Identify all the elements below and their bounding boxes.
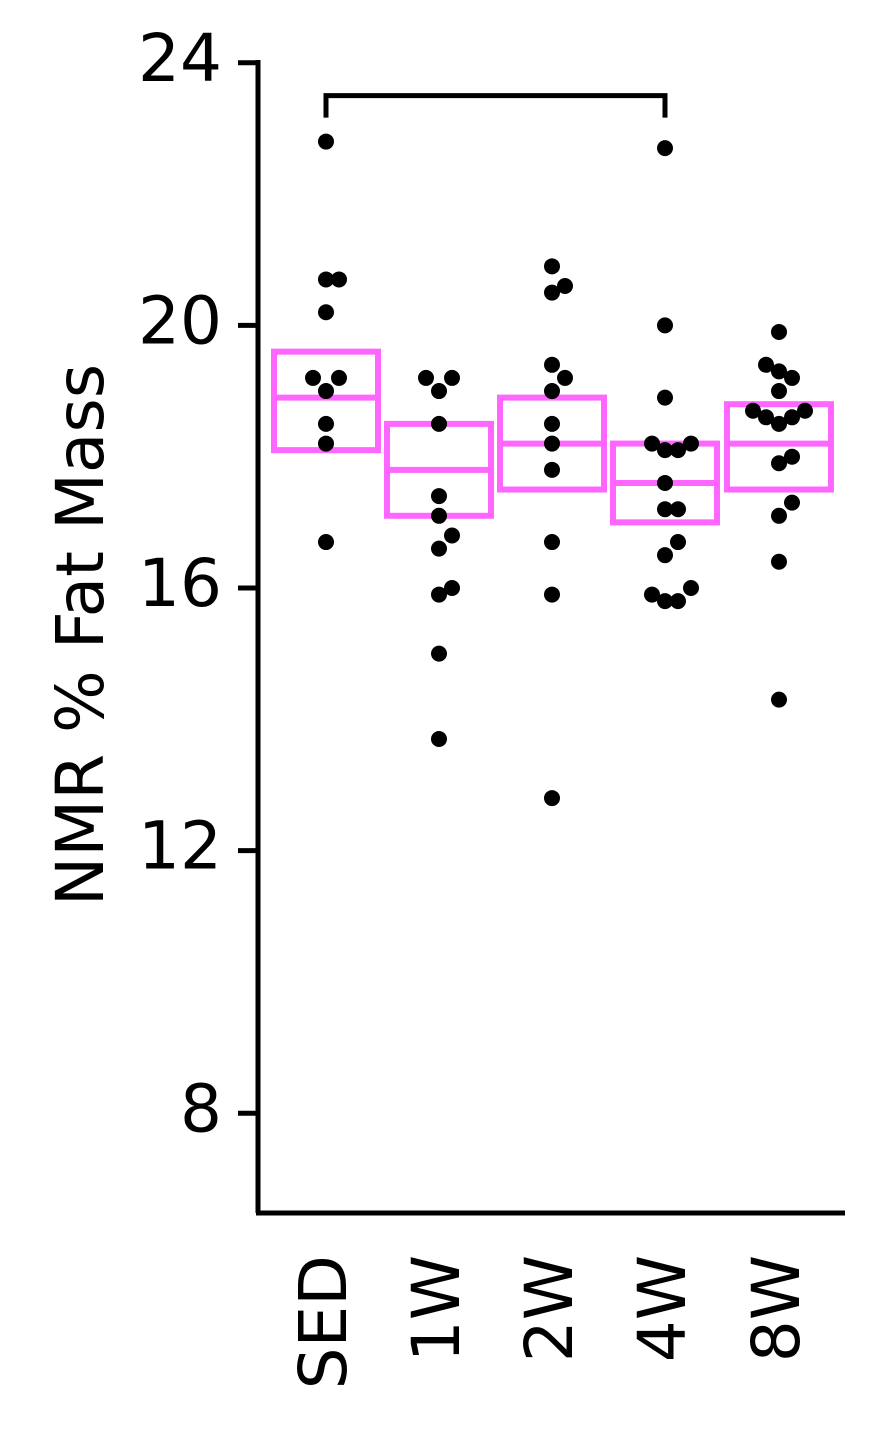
point-1W-7 — [431, 540, 447, 557]
point-2W-4 — [557, 369, 573, 386]
point-8W-7 — [758, 409, 774, 426]
point-1W-11 — [431, 730, 447, 747]
y-tick-label-16: 16 — [138, 545, 222, 622]
point-SED-8 — [318, 435, 334, 452]
box-SED — [271, 348, 381, 454]
point-SED-9 — [318, 534, 334, 551]
point-SED-2 — [331, 271, 347, 288]
x-tick-label-4W: 4W — [624, 1255, 701, 1362]
point-SED-7 — [318, 415, 334, 432]
point-SED-3 — [318, 304, 334, 321]
point-2W-7 — [544, 435, 560, 452]
point-4W-9 — [670, 501, 686, 518]
point-1W-8 — [444, 580, 460, 596]
point-SED-6 — [318, 383, 334, 400]
point-1W-1 — [444, 369, 460, 386]
point-8W-5 — [745, 402, 761, 419]
point-8W-6 — [797, 402, 813, 419]
point-8W-11 — [771, 455, 787, 472]
point-2W-6 — [544, 415, 560, 432]
x-tick-label-1W: 1W — [398, 1255, 475, 1362]
point-1W-4 — [431, 488, 447, 505]
point-8W-4 — [771, 383, 787, 400]
point-8W-2 — [771, 363, 787, 380]
point-8W-3 — [784, 369, 800, 386]
point-8W-13 — [771, 507, 787, 524]
points — [305, 133, 813, 807]
point-1W-9 — [431, 586, 447, 603]
y-tick-label-8: 8 — [180, 1070, 222, 1147]
y-tick-label-24: 24 — [138, 20, 222, 97]
point-4W-2 — [657, 389, 673, 406]
point-4W-7 — [657, 474, 673, 491]
point-1W-6 — [444, 527, 460, 544]
point-SED-1 — [318, 271, 334, 288]
bracket-line — [323, 93, 668, 118]
point-SED-5 — [331, 369, 347, 386]
point-1W-0 — [418, 369, 434, 386]
point-4W-14 — [657, 593, 673, 610]
x-tick-label-2W: 2W — [511, 1255, 588, 1362]
point-1W-10 — [431, 645, 447, 662]
y-axis: 8 12 16 20 24 — [138, 20, 261, 1213]
point-8W-14 — [771, 553, 787, 570]
point-8W-10 — [784, 448, 800, 465]
point-4W-6 — [670, 442, 686, 459]
box-8W — [724, 401, 834, 493]
point-4W-15 — [670, 593, 686, 610]
point-2W-10 — [544, 586, 560, 603]
x-tick-label-8W: 8W — [738, 1255, 815, 1362]
point-4W-11 — [657, 547, 673, 564]
point-2W-8 — [544, 461, 560, 478]
point-SED-0 — [318, 133, 334, 150]
x-axis: SED 1W 2W 4W 8W — [256, 1210, 845, 1389]
point-4W-5 — [657, 442, 673, 459]
point-2W-3 — [544, 356, 560, 373]
point-1W-2 — [431, 383, 447, 400]
point-4W-4 — [683, 435, 699, 452]
point-2W-5 — [544, 383, 560, 400]
y-axis-label: NMR % Fat Mass — [42, 364, 119, 906]
point-8W-12 — [784, 494, 800, 511]
x-tick-label-SED: SED — [285, 1255, 362, 1389]
point-8W-8 — [784, 409, 800, 426]
point-1W-3 — [431, 415, 447, 432]
y-tick-label-12: 12 — [138, 808, 222, 885]
significance-bracket — [323, 93, 668, 118]
point-4W-8 — [657, 501, 673, 518]
point-2W-9 — [544, 534, 560, 551]
point-4W-0 — [657, 140, 673, 157]
point-8W-0 — [771, 323, 787, 340]
point-2W-11 — [544, 790, 560, 807]
point-4W-3 — [644, 435, 660, 452]
point-4W-1 — [657, 317, 673, 334]
point-1W-5 — [431, 507, 447, 524]
point-8W-1 — [758, 356, 774, 373]
y-tick-label-20: 20 — [138, 282, 222, 359]
point-8W-9 — [771, 415, 787, 432]
point-2W-0 — [544, 258, 560, 275]
point-2W-2 — [544, 284, 560, 301]
point-4W-13 — [683, 580, 699, 596]
point-SED-4 — [305, 369, 321, 386]
point-2W-1 — [557, 278, 573, 295]
point-8W-15 — [771, 691, 787, 708]
point-4W-10 — [670, 534, 686, 551]
point-4W-12 — [644, 586, 660, 603]
